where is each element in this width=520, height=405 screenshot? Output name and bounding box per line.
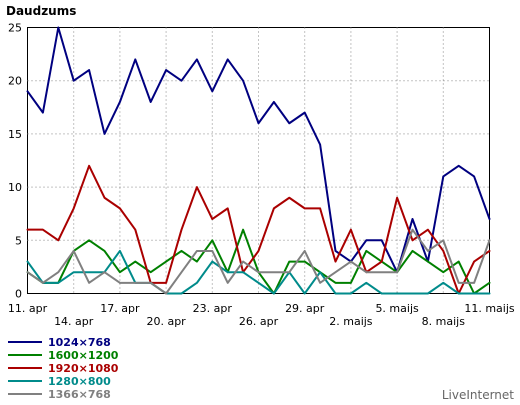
x-axis: 11. apr 14. apr 17. apr 20. apr 23. apr 26. a… — [8, 302, 515, 328]
legend-label: 1280×800 — [48, 375, 111, 388]
grid — [27, 27, 490, 294]
series-line-3 — [26, 164, 491, 295]
legend-label: 1366×768 — [48, 388, 111, 401]
y-tick-label: 15 — [8, 128, 22, 141]
x-tick-label: 20. apr — [146, 315, 186, 328]
legend-label: 1600×1200 — [48, 349, 119, 362]
x-tick-label: 5. maijs — [375, 302, 419, 315]
x-tick-label: 2. maijs — [329, 315, 373, 328]
x-tick-label: 11. apr — [8, 302, 48, 315]
chart-title: Daudzums — [6, 4, 76, 18]
y-axis: 0 5 10 15 20 25 — [8, 22, 22, 301]
x-tick-label: 11. maijs — [464, 302, 515, 315]
y-tick-label: 20 — [8, 75, 22, 88]
x-tick-label: 29. apr — [285, 302, 325, 315]
series-line-1 — [26, 26, 491, 274]
legend-label: 1024×768 — [48, 336, 111, 349]
x-tick-label: 23. apr — [193, 302, 233, 315]
y-tick-label: 25 — [8, 22, 22, 35]
legend: 1024×7681600×12001920×10801280×8001366×7… — [8, 336, 119, 401]
y-tick-label: 0 — [15, 288, 22, 301]
x-tick-label: 26. apr — [239, 315, 279, 328]
y-tick-label: 10 — [8, 181, 22, 194]
x-tick-label: 14. apr — [54, 315, 94, 328]
series-line-5 — [26, 228, 491, 295]
y-tick-label: 5 — [15, 234, 22, 247]
x-tick-label: 17. apr — [100, 302, 140, 315]
x-tick-label: 8. maijs — [422, 315, 466, 328]
series-lines — [26, 26, 491, 295]
legend-label: 1920×1080 — [48, 362, 119, 375]
watermark-text: LiveInternet — [442, 388, 514, 402]
